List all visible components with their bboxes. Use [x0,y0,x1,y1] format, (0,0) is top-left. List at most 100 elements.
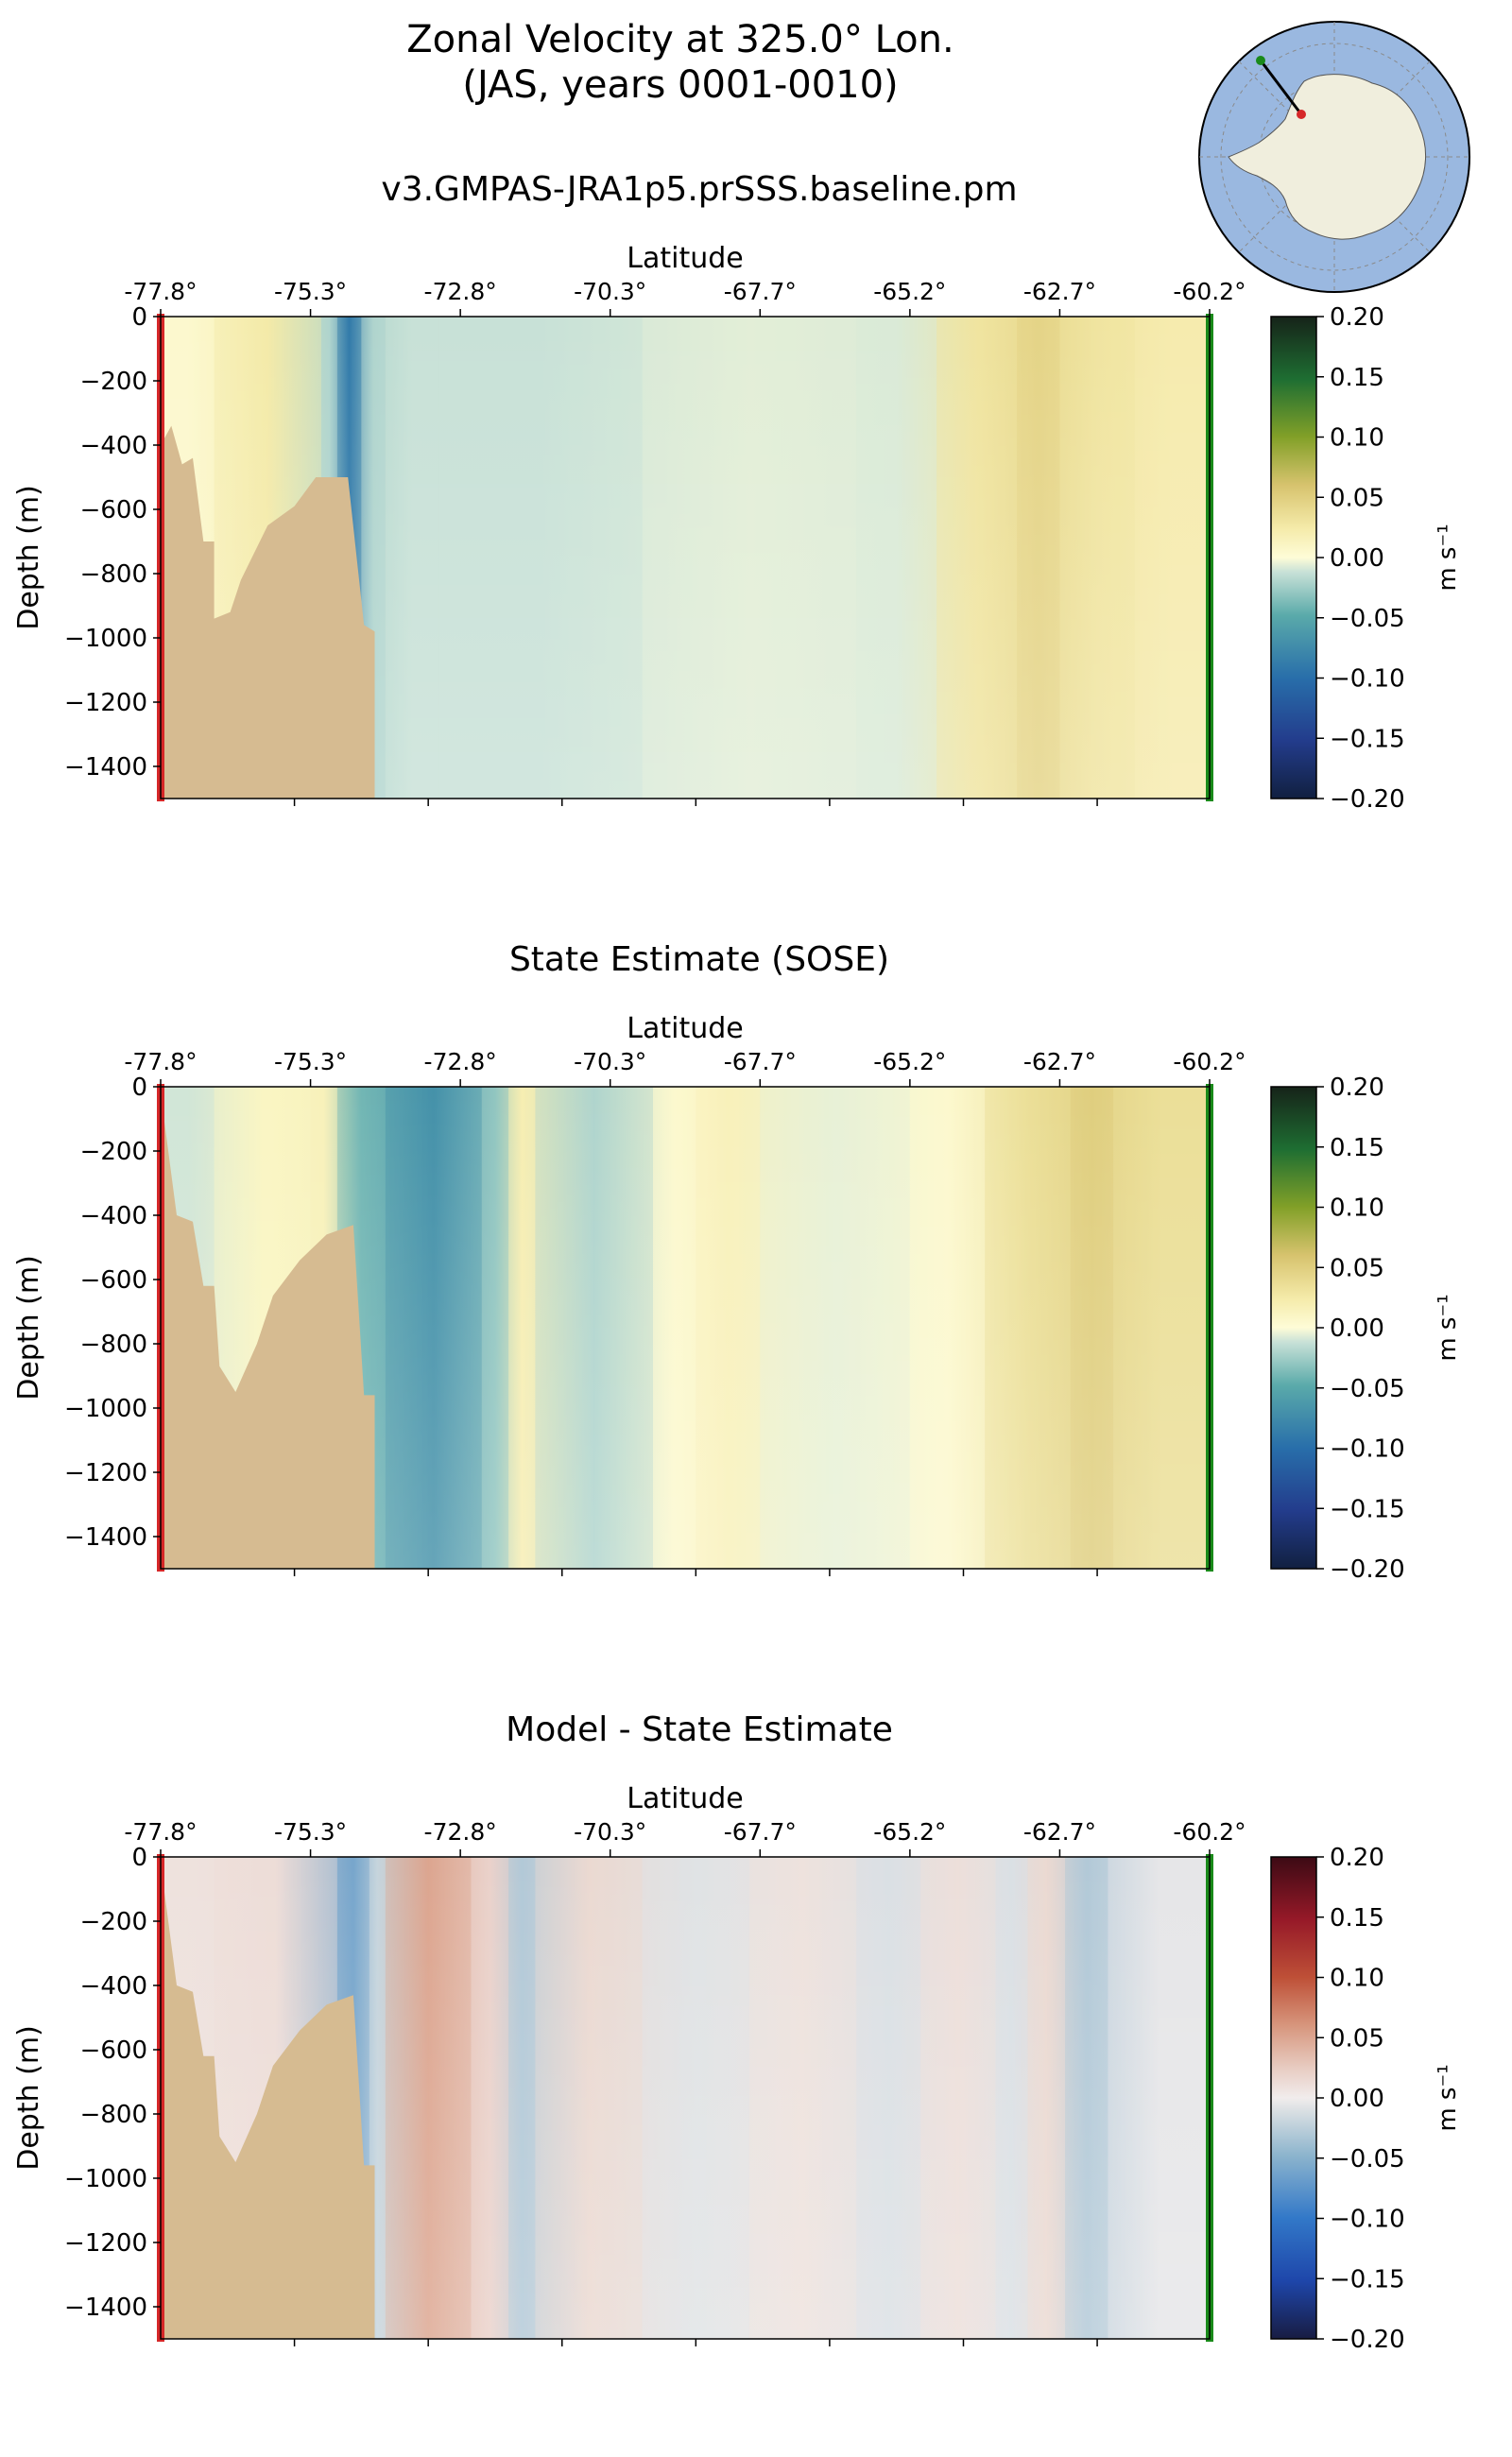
panel-1-title: v3.GMPAS-JRA1p5.prSSS.baseline.pm [381,170,1018,209]
figure-title-line1: Zonal Velocity at 325.0° Lon. [406,18,954,61]
x-tick-label: 1250 [799,810,861,813]
y-tick-label: −800 [80,1331,147,1359]
colorbar-tick-label: 0.10 [1330,1194,1384,1223]
colorbar-tick-label: −0.05 [1330,2145,1405,2174]
inset-section-line [1259,60,1303,115]
top-tick-label: -62.7° [1023,278,1096,305]
colorbar-tick-label: 0.20 [1330,1844,1384,1872]
panel-2-title: State Estimate (SOSE) [508,940,890,979]
top-tick-label: -67.7° [724,1818,797,1846]
y-tick-label: −1000 [64,2165,147,2193]
colorbar-tick-label: −0.20 [1330,785,1405,813]
seafloor-bathymetry [161,1863,375,2339]
y-tick-label: −1000 [64,1395,147,1423]
y-tick-label: −600 [80,1266,147,1295]
top-tick-label: -62.7° [1023,1048,1096,1075]
top-tick-label: -72.8° [424,1048,497,1075]
y-tick-label: −1400 [64,753,147,782]
top-tick-label: -77.8° [124,278,197,305]
top-tick-label: -72.8° [424,278,497,305]
seafloor-bathymetry [161,425,375,799]
top-tick-label: -65.2° [873,1818,946,1846]
colorbar-tick-label: −0.05 [1330,1375,1405,1403]
top-tick-label: -60.2° [1173,278,1246,305]
y-tick-label: −400 [80,432,147,460]
y-tick-label: −1200 [64,689,147,717]
x-tick-label: 750 [539,810,586,813]
x-tick-label: 1500 [932,2350,994,2353]
y-axis-label: Depth (m) [12,2025,45,2171]
top-tick-label: -75.3° [274,1048,347,1075]
y-tick-label: −600 [80,2036,147,2065]
top-tick-label: -72.8° [424,1818,497,1846]
x-tick-label: 1500 [932,1580,994,1583]
x-tick-label: 500 [404,2350,452,2353]
top-tick-label: -75.3° [274,278,347,305]
top-tick-label: -77.8° [124,1048,197,1075]
inset-start-marker [1297,110,1306,119]
y-tick-label: −400 [80,1972,147,2001]
y-tick-label: −1200 [64,2229,147,2258]
colorbar [1270,316,1317,799]
panel-3-title: Model - State Estimate [506,1710,893,1749]
x-tick-label: 250 [271,2350,318,2353]
colorbar-label: m s⁻¹ [1434,524,1462,591]
x-tick-label: 1250 [799,1580,861,1583]
x-tick-label: 1250 [799,2350,861,2353]
colorbar-tick-label: 0.15 [1330,364,1384,392]
top-tick-label: -62.7° [1023,1818,1096,1846]
top-tick-label: -65.2° [873,1048,946,1075]
top-tick-label: -67.7° [724,1048,797,1075]
y-tick-label: −800 [80,2101,147,2129]
colorbar-tick-label: 0.20 [1330,1074,1384,1102]
top-tick-label: -70.3° [574,278,646,305]
top-axis-label: Latitude [627,242,743,275]
top-tick-label: -60.2° [1173,1818,1246,1846]
x-tick-label: 1750 [1066,810,1128,813]
colorbar-tick-label: 0.10 [1330,1965,1384,1993]
x-tick-label: 750 [539,2350,586,2353]
top-tick-label: -70.3° [574,1048,646,1075]
colorbar-tick-label: −0.20 [1330,1555,1405,1583]
panel-2-chart: 2505007501000125015001750Distance (km)0−… [12,1012,1462,1583]
colorbar-tick-label: −0.15 [1330,2265,1405,2294]
colorbar-tick-label: −0.10 [1330,1435,1405,1464]
y-tick-label: −1400 [64,1523,147,1552]
y-tick-label: −200 [80,1908,147,1936]
y-axis-label: Depth (m) [12,1255,45,1400]
y-tick-label: −600 [80,496,147,524]
y-tick-label: −200 [80,1138,147,1166]
x-tick-label: 250 [271,1580,318,1583]
x-tick-label: 1000 [664,810,727,813]
x-tick-label: 1750 [1066,2350,1128,2353]
y-tick-label: −1200 [64,1459,147,1487]
panel-1-chart: 2505007501000125015001750Distance (km)0−… [12,242,1462,813]
seafloor-bathymetry [161,1092,375,1569]
x-tick-label: 750 [539,1580,586,1583]
y-tick-label: −200 [80,368,147,396]
y-tick-label: −800 [80,560,147,589]
top-axis-label: Latitude [627,1012,743,1045]
antarctica-locator-map-icon [1198,21,1470,293]
y-tick-label: 0 [131,303,147,332]
y-axis-label: Depth (m) [12,485,45,630]
colorbar-tick-label: 0.00 [1330,544,1384,573]
colorbar [1270,1856,1317,2340]
top-axis-label: Latitude [627,1782,743,1815]
colorbar-tick-label: 0.05 [1330,1254,1384,1282]
colorbar-tick-label: 0.05 [1330,484,1384,512]
colorbar-tick-label: 0.10 [1330,424,1384,453]
colorbar-label: m s⁻¹ [1434,1294,1462,1361]
x-tick-label: 1000 [664,1580,727,1583]
colorbar-tick-label: −0.10 [1330,665,1405,694]
top-tick-label: -60.2° [1173,1048,1246,1075]
colorbar-tick-label: −0.10 [1330,2206,1405,2234]
x-tick-label: 250 [271,810,318,813]
colorbar-tick-label: −0.15 [1330,1495,1405,1523]
y-tick-label: 0 [131,1844,147,1872]
colorbar-tick-label: 0.05 [1330,2024,1384,2053]
x-tick-label: 1750 [1066,1580,1128,1583]
top-tick-label: -67.7° [724,278,797,305]
panel-3-chart: 2505007501000125015001750Distance (km)0−… [12,1782,1462,2353]
colorbar [1270,1086,1317,1570]
